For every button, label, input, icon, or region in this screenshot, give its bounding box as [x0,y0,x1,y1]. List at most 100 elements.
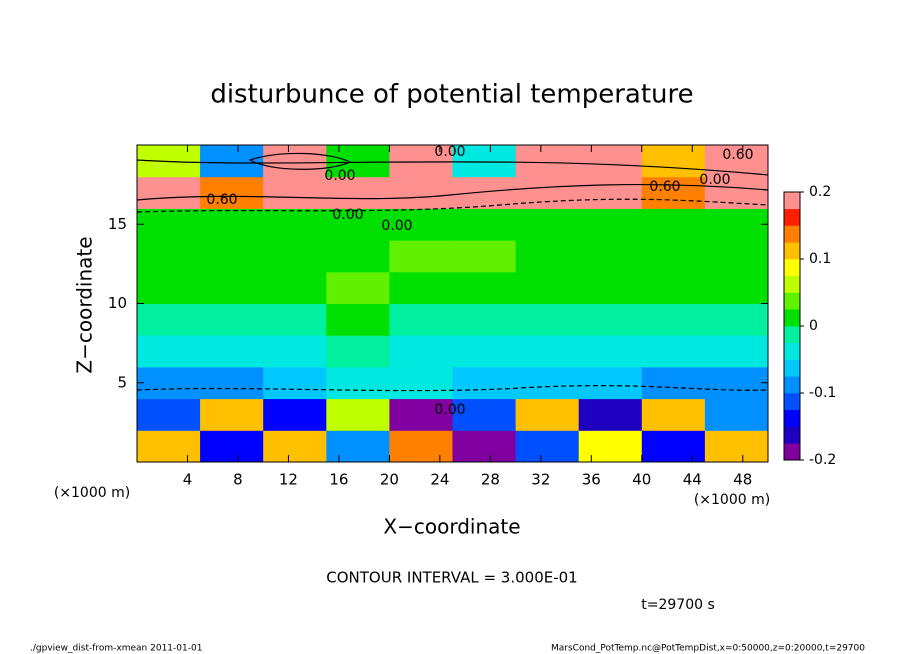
colorbar-swatch [784,292,800,310]
field-cell [389,430,453,463]
field-cell [515,366,580,400]
time-label: t=29700 s [641,597,715,613]
contour-label: 0.00 [324,168,355,184]
contour-label: 0.60 [206,192,237,208]
field-cell [704,271,769,304]
field-cell [326,303,390,336]
field-cell [326,398,390,431]
field-cell [578,271,643,304]
field-cell [452,240,517,273]
field-cell [704,303,769,336]
field-cell [389,398,453,431]
y-tick-label: 5 [117,373,127,391]
contour-label: 0.00 [381,218,412,234]
contour-line [136,385,769,392]
axes: 4 8 12 16 20 24 28 32 36 40 44 48510150.20.10-0.1-0… [108,144,836,489]
field-cell [641,240,706,273]
field-cell [704,208,769,241]
contour-line [136,159,769,176]
field-cell [137,366,201,400]
field-cell [137,398,201,431]
field-cell [200,271,264,304]
field-cell [200,176,264,209]
colorbar-tick-label: -0.1 [809,385,836,401]
colorbar-swatch [784,443,800,461]
field-cell [578,240,643,273]
colorbar-swatch [784,242,800,260]
field-cell [263,208,327,241]
footer-left: ./gpview_dist-from-xmean 2011-01-01 [30,644,202,654]
contour-label: 0.60 [722,147,753,163]
field-cell [452,145,517,178]
field-cell [389,240,453,273]
field-cell [704,430,769,463]
field-cell [389,208,453,241]
x-tick-label: 8 [233,471,243,489]
field-cell [200,303,264,336]
field-cell [389,271,453,304]
field-cell [326,430,390,463]
x-tick-label: 44 [683,471,702,489]
field-cell [200,366,264,400]
field-cell [200,398,264,431]
field-cell [263,145,327,178]
field-cell [137,430,201,463]
field-cell [137,176,201,209]
field-cell [137,240,201,273]
field-cell [641,335,706,368]
field-cell [578,145,643,178]
field-cell [704,240,769,273]
field-cell [200,145,264,178]
field-cell [200,208,264,241]
field-cell [578,176,643,209]
field-cell [641,145,706,178]
field-cell [704,366,769,400]
field-cell [515,208,580,241]
colorbar-swatch [784,309,800,327]
field-cell [326,335,390,368]
field-cell [515,240,580,273]
x-tick-label: 24 [430,471,449,489]
field-cell [200,240,264,273]
field-cell [263,398,327,431]
field-cell [326,145,390,178]
field-cell [137,271,201,304]
x-axis-label: X−coordinate [383,515,520,539]
contour-label: 0.00 [699,172,730,188]
colorbar-swatch [784,208,800,226]
colorbar-swatch [784,409,800,427]
contour-interval: CONTOUR INTERVAL = 3.000E-01 [326,569,577,587]
field [137,145,769,463]
field-cell [452,366,517,400]
colorbar-swatch [784,426,800,444]
x-tick-label: 40 [632,471,651,489]
field-cell [326,366,390,400]
field-cell [263,271,327,304]
field-cell [641,366,706,400]
field-cell [578,430,643,463]
field-cell [389,366,453,400]
colorbar-swatch [784,376,800,394]
field-cell [704,335,769,368]
field-cell [452,335,517,368]
field-cell [641,176,706,209]
field-cell [641,398,706,431]
field-cell [263,430,327,463]
x-unit-label: (×1000 m) [694,492,770,508]
field-cell [137,335,201,368]
colorbar-swatch [784,393,800,411]
y-tick-label: 10 [108,294,127,312]
field-cell [578,366,643,400]
field-cell [326,208,390,241]
field-cell [326,176,390,209]
field-cell [704,398,769,431]
field-cell [137,208,201,241]
field-cell [326,240,390,273]
field-cell [200,335,264,368]
contour-label: 0.60 [649,179,680,195]
colorbar-tick-label: -0.2 [809,452,836,468]
x-tick-label: 32 [531,471,550,489]
field-cell [452,303,517,336]
colorbar-swatch [784,342,800,360]
